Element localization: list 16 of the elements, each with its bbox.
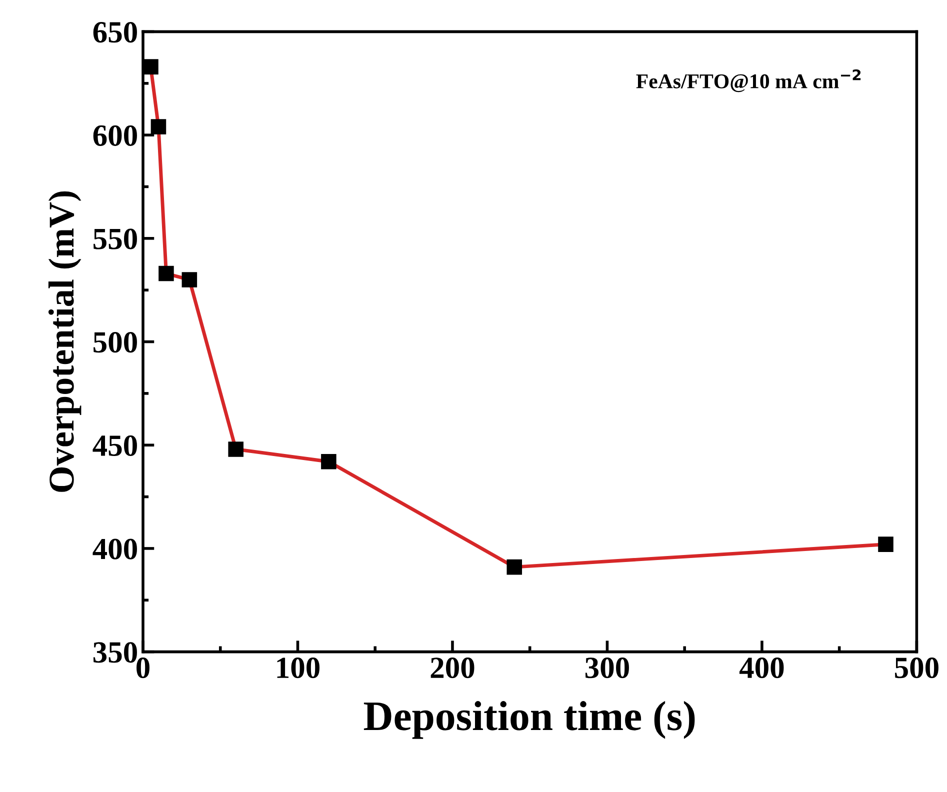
y-axis-title: Overpotential (mV) — [48, 191, 82, 492]
x-axis-title: Deposition time (s) — [364, 701, 695, 739]
y-tick-label: 350 — [93, 642, 137, 663]
x-tick-label: 300 — [585, 658, 629, 678]
annotation: FeAs/FTO@10 mA cm$^{−2}$ — [636, 69, 861, 92]
x-tick-label: 100 — [277, 658, 320, 678]
x-tick-label: 0 — [136, 658, 150, 678]
y-tick-label: 400 — [92, 538, 137, 560]
x-tick-label: 400 — [739, 658, 784, 678]
x-tick-label: 500 — [895, 658, 938, 678]
y-tick-label: 650 — [93, 22, 137, 43]
x-tick-label: 200 — [430, 658, 474, 678]
y-tick-label: 450 — [92, 435, 137, 456]
y-tick-label: 500 — [94, 332, 137, 353]
y-tick-label: 550 — [94, 228, 137, 250]
y-tick-label: 600 — [93, 125, 137, 146]
